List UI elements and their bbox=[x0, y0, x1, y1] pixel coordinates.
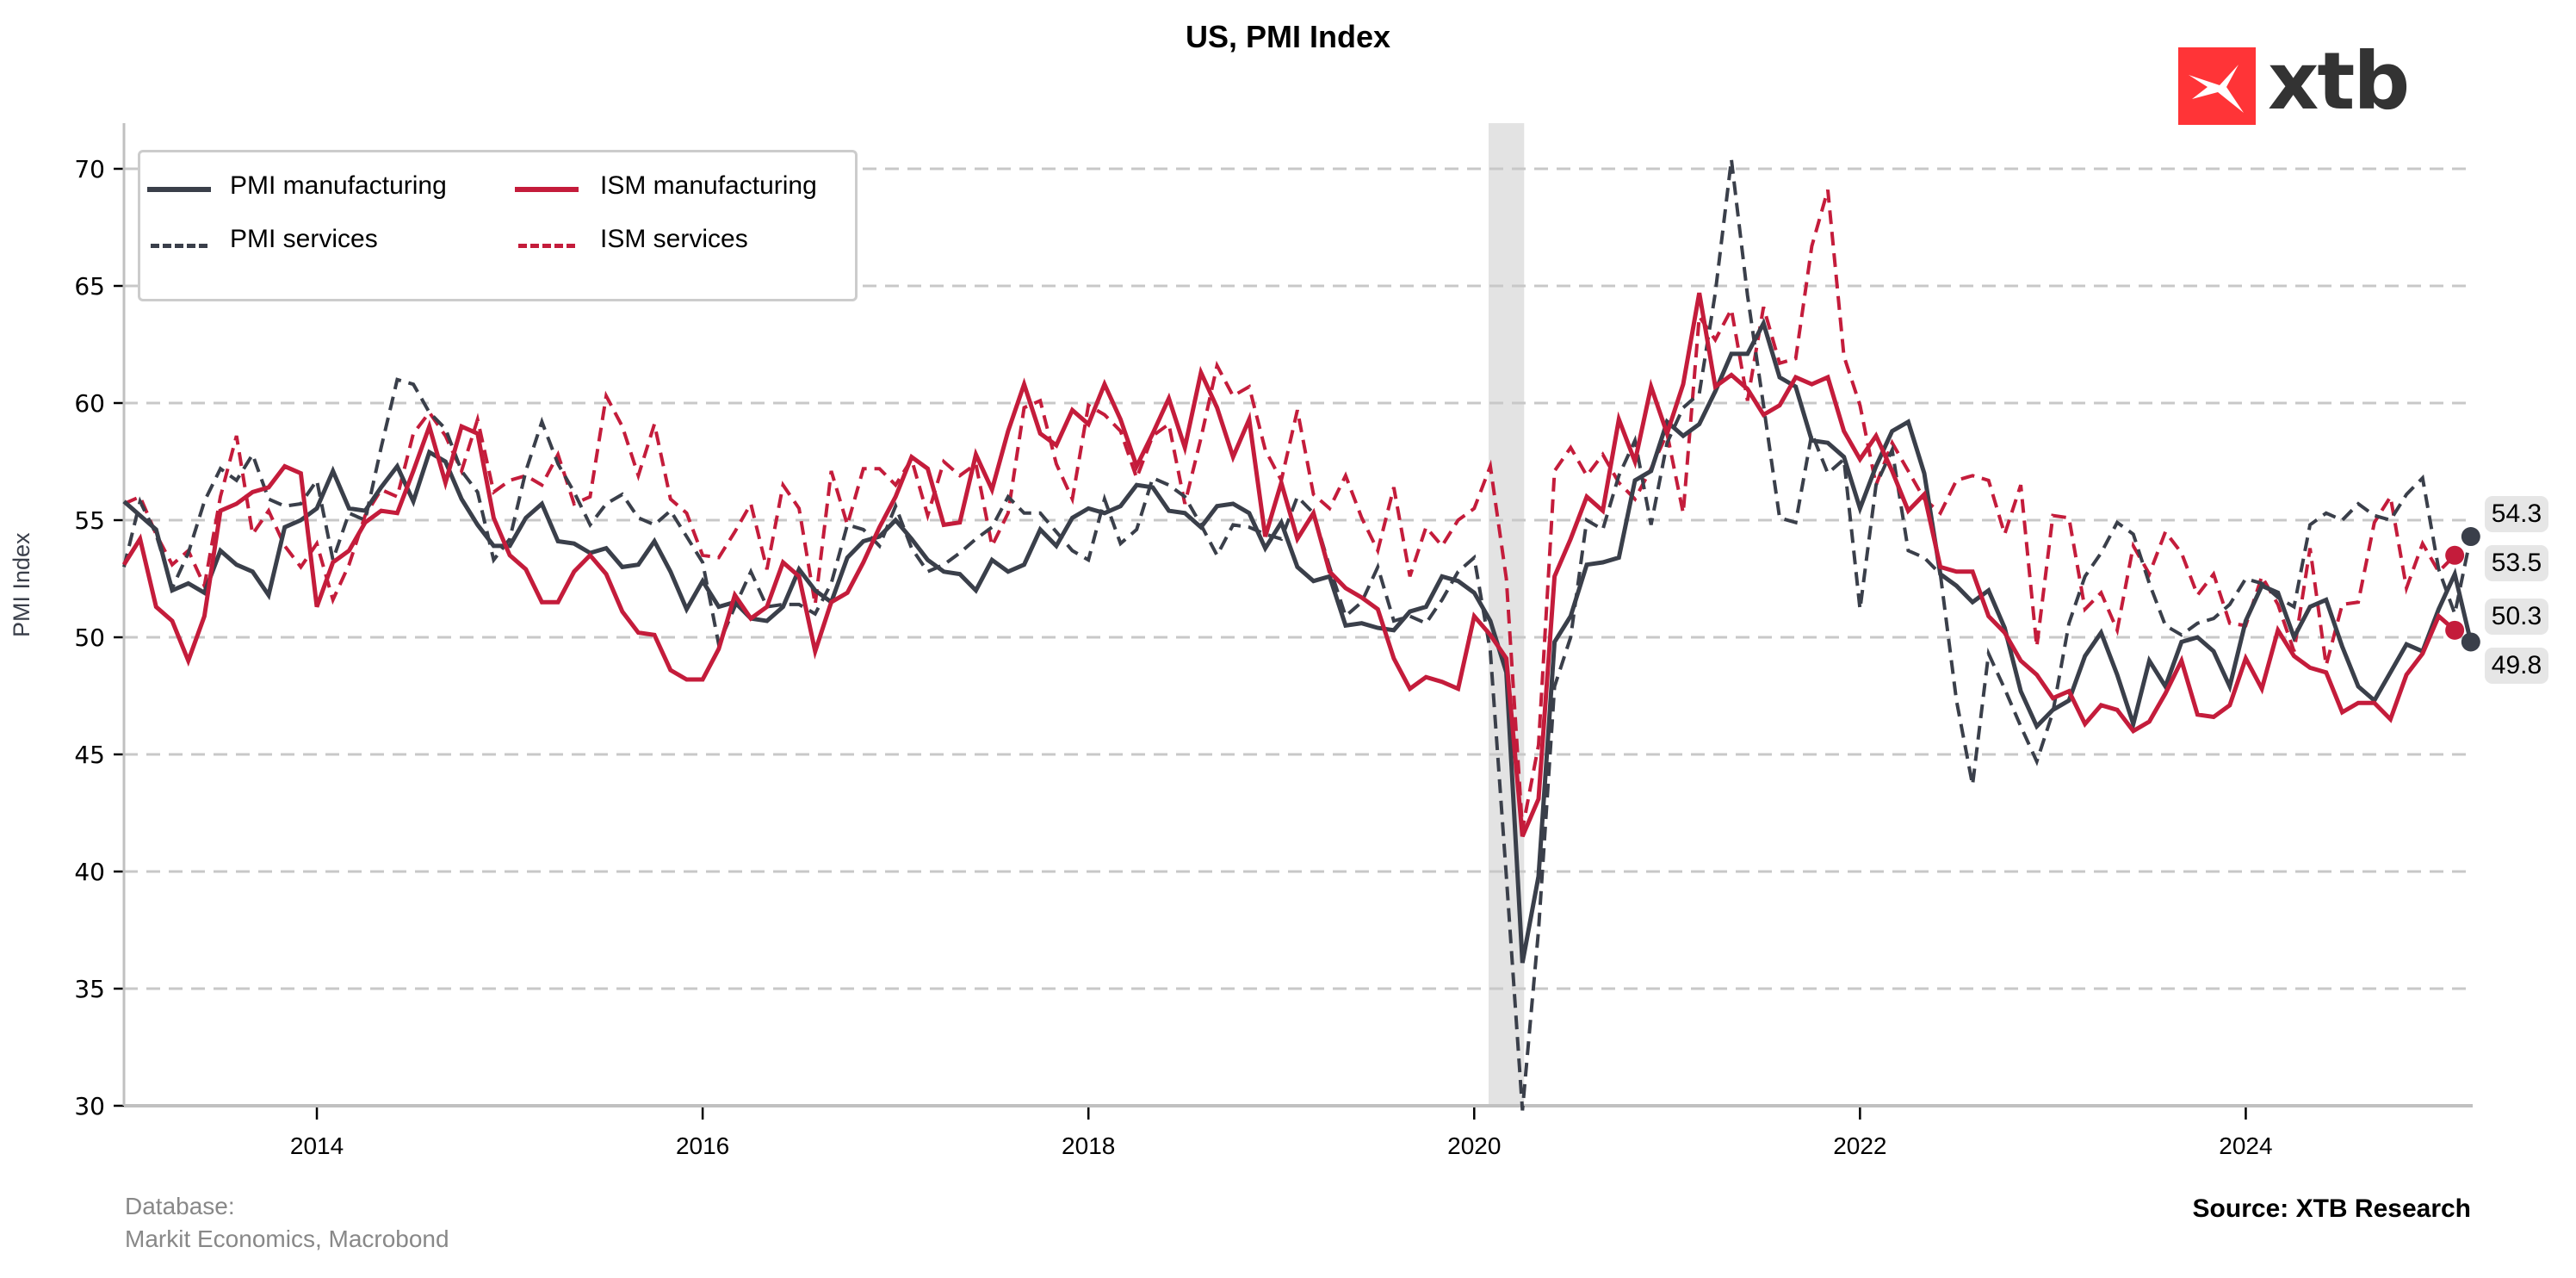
database-note: Database: Markit Economics, Macrobond bbox=[125, 1190, 449, 1256]
legend-swatch-ism-services bbox=[518, 244, 575, 248]
series-line-ism-manufacturing bbox=[121, 292, 2456, 838]
y-tick-label: 30 bbox=[74, 1092, 105, 1120]
series-line-pmi-services bbox=[122, 158, 2473, 1111]
xtb-logo-text: xtb bbox=[2268, 35, 2410, 127]
y-tick-label: 35 bbox=[74, 975, 105, 1003]
y-tick-label: 45 bbox=[74, 741, 105, 769]
axes: 30 35 40 45 50 55 60 65 70 2014 2016 2018 2020 2022 20… bbox=[74, 123, 2473, 1159]
legend-label-ism-manufacturing: ISM manufacturing bbox=[600, 171, 817, 200]
legend-label-pmi-manufacturing: PMI manufacturing bbox=[230, 171, 447, 200]
y-tick-label: 55 bbox=[74, 506, 105, 535]
x-tick-label: 2016 bbox=[676, 1132, 729, 1159]
end-label-pmi-services: 54.3 bbox=[2485, 496, 2548, 532]
legend-label-pmi-services: PMI services bbox=[230, 225, 378, 253]
y-tick-label: 50 bbox=[74, 623, 105, 652]
series-lines bbox=[121, 158, 2474, 1111]
legend-swatch-pmi-manufacturing bbox=[147, 187, 211, 192]
x-tick-label: 2022 bbox=[1833, 1132, 1886, 1159]
end-label-ism-manufacturing: 50.3 bbox=[2485, 599, 2548, 635]
x-tick-label: 2020 bbox=[1447, 1132, 1501, 1159]
chart-title: US, PMI Index bbox=[1185, 19, 1391, 54]
end-label-ism-services: 53.5 bbox=[2485, 545, 2548, 581]
legend-swatch-ism-manufacturing bbox=[515, 187, 579, 192]
x-tick-label: 2024 bbox=[2219, 1132, 2272, 1159]
y-axis-label: PMI Index bbox=[9, 532, 34, 637]
series-line-ism-services bbox=[123, 189, 2456, 830]
legend-swatch-pmi-services bbox=[151, 244, 207, 248]
xtb-logo: xtb bbox=[2178, 35, 2410, 127]
x-tick-label: 2014 bbox=[290, 1132, 344, 1159]
legend: PMI manufacturing ISM manufacturing PMI … bbox=[138, 150, 858, 301]
end-marker-pmi-manufacturing bbox=[2461, 632, 2480, 652]
series-line-pmi-manufacturing bbox=[122, 317, 2474, 964]
recession-shading-layer bbox=[1488, 123, 1525, 1106]
source-note: Source: XTB Research bbox=[2192, 1194, 2471, 1223]
end-marker-pmi-services bbox=[2461, 527, 2480, 547]
y-tick-label: 65 bbox=[74, 272, 105, 301]
database-label: Database: bbox=[125, 1193, 235, 1219]
y-tick-label: 40 bbox=[74, 858, 105, 886]
end-label-pmi-manufacturing: 49.8 bbox=[2485, 648, 2548, 684]
database-sources: Markit Economics, Macrobond bbox=[125, 1225, 449, 1252]
end-marker-ism-manufacturing bbox=[2445, 620, 2465, 640]
legend-label-ism-services: ISM services bbox=[600, 225, 748, 253]
y-tick-label: 60 bbox=[74, 389, 105, 418]
xtb-logo-mark-icon bbox=[2178, 47, 2256, 125]
end-markers bbox=[2445, 527, 2480, 652]
x-tick-label: 2018 bbox=[1062, 1132, 1115, 1159]
y-tick-label: 70 bbox=[74, 155, 105, 183]
end-marker-ism-services bbox=[2445, 545, 2465, 565]
recession-shade bbox=[1488, 123, 1525, 1106]
